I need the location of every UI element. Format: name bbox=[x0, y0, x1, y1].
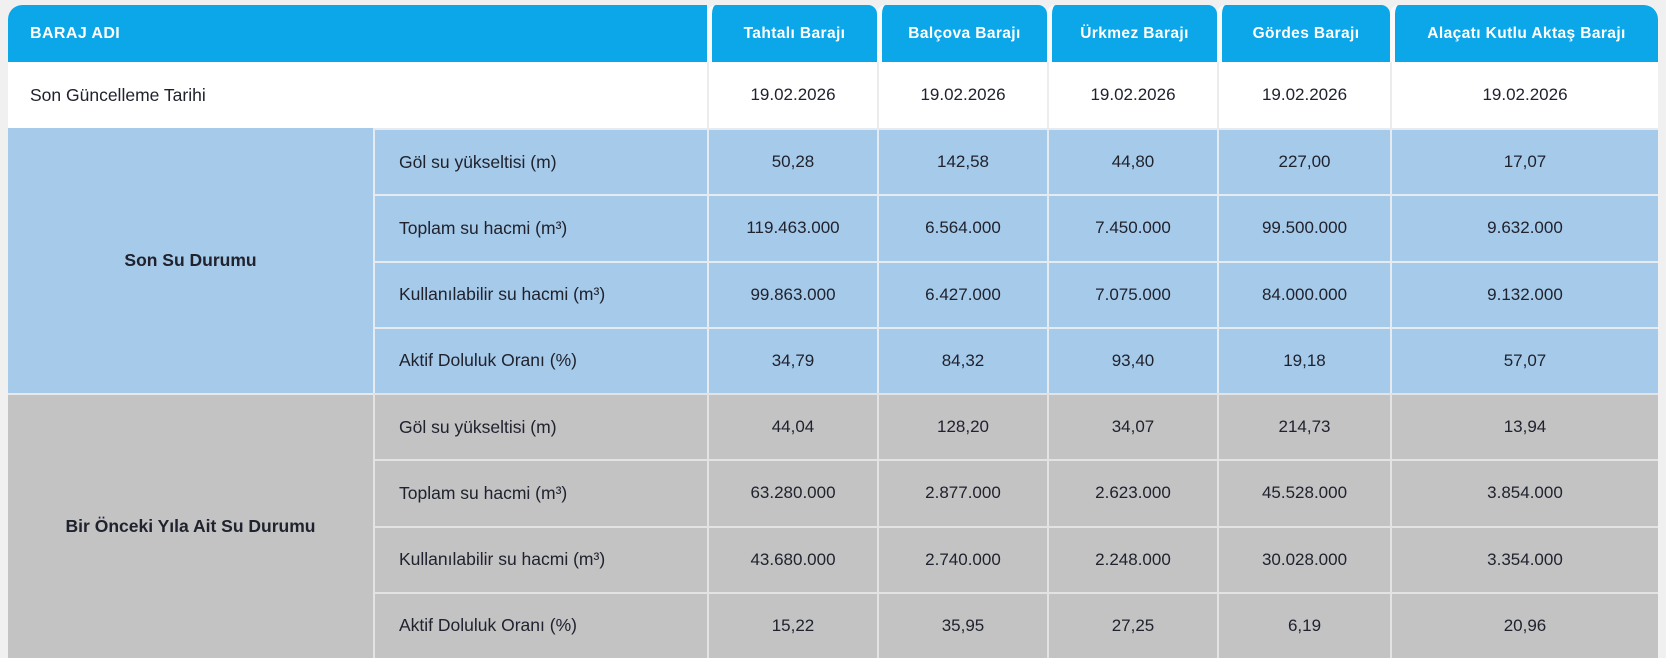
dam-status-table: BARAJ ADI Tahtalı Barajı Balçova Barajı … bbox=[8, 5, 1658, 658]
value-cell: 50,28 bbox=[707, 128, 877, 195]
update-date-label: Son Güncelleme Tarihi bbox=[8, 62, 707, 128]
metric-label: Toplam su hacmi (m³) bbox=[373, 459, 707, 526]
value-cell: 7.450.000 bbox=[1047, 194, 1217, 261]
metric-label: Göl su yükseltisi (m) bbox=[373, 128, 707, 195]
column-header-tahtali: Tahtalı Barajı bbox=[707, 5, 877, 62]
column-header-balcova: Balçova Barajı bbox=[877, 5, 1047, 62]
value-cell: 2.623.000 bbox=[1047, 459, 1217, 526]
value-cell: 227,00 bbox=[1217, 128, 1390, 195]
value-cell: 35,95 bbox=[877, 591, 1047, 658]
value-cell: 7.075.000 bbox=[1047, 260, 1217, 327]
table-header-baraj-adi: BARAJ ADI bbox=[8, 5, 707, 62]
section-label-son-su-durumu: Son Su Durumu bbox=[8, 128, 373, 393]
value-cell: 6.427.000 bbox=[877, 260, 1047, 327]
value-cell: 93,40 bbox=[1047, 326, 1217, 393]
value-cell: 2.740.000 bbox=[877, 525, 1047, 592]
update-date-cell: 19.02.2026 bbox=[707, 62, 877, 128]
update-date-cell: 19.02.2026 bbox=[1390, 62, 1658, 128]
value-cell: 9.132.000 bbox=[1390, 260, 1658, 327]
value-cell: 27,25 bbox=[1047, 591, 1217, 658]
value-cell: 9.632.000 bbox=[1390, 194, 1658, 261]
value-cell: 57,07 bbox=[1390, 326, 1658, 393]
value-cell: 84.000.000 bbox=[1217, 260, 1390, 327]
value-cell: 6.564.000 bbox=[877, 194, 1047, 261]
metric-label: Aktif Doluluk Oranı (%) bbox=[373, 591, 707, 658]
value-cell: 45.528.000 bbox=[1217, 459, 1390, 526]
value-cell: 99.500.000 bbox=[1217, 194, 1390, 261]
value-cell: 30.028.000 bbox=[1217, 525, 1390, 592]
value-cell: 6,19 bbox=[1217, 591, 1390, 658]
update-date-cell: 19.02.2026 bbox=[1217, 62, 1390, 128]
value-cell: 119.463.000 bbox=[707, 194, 877, 261]
column-header-alacati: Alaçatı Kutlu Aktaş Barajı bbox=[1390, 5, 1658, 62]
value-cell: 19,18 bbox=[1217, 326, 1390, 393]
value-cell: 3.854.000 bbox=[1390, 459, 1658, 526]
update-date-cell: 19.02.2026 bbox=[877, 62, 1047, 128]
value-cell: 44,80 bbox=[1047, 128, 1217, 195]
value-cell: 15,22 bbox=[707, 591, 877, 658]
value-cell: 2.877.000 bbox=[877, 459, 1047, 526]
metric-label: Kullanılabilir su hacmi (m³) bbox=[373, 525, 707, 592]
value-cell: 34,79 bbox=[707, 326, 877, 393]
update-date-cell: 19.02.2026 bbox=[1047, 62, 1217, 128]
column-header-gordes: Gördes Barajı bbox=[1217, 5, 1390, 62]
value-cell: 84,32 bbox=[877, 326, 1047, 393]
value-cell: 17,07 bbox=[1390, 128, 1658, 195]
metric-label: Toplam su hacmi (m³) bbox=[373, 194, 707, 261]
value-cell: 13,94 bbox=[1390, 393, 1658, 460]
value-cell: 34,07 bbox=[1047, 393, 1217, 460]
metric-label: Aktif Doluluk Oranı (%) bbox=[373, 326, 707, 393]
metric-label: Göl su yükseltisi (m) bbox=[373, 393, 707, 460]
value-cell: 2.248.000 bbox=[1047, 525, 1217, 592]
value-cell: 43.680.000 bbox=[707, 525, 877, 592]
value-cell: 3.354.000 bbox=[1390, 525, 1658, 592]
value-cell: 44,04 bbox=[707, 393, 877, 460]
value-cell: 128,20 bbox=[877, 393, 1047, 460]
value-cell: 99.863.000 bbox=[707, 260, 877, 327]
metric-label: Kullanılabilir su hacmi (m³) bbox=[373, 260, 707, 327]
section-label-onceki-yil: Bir Önceki Yıla Ait Su Durumu bbox=[8, 393, 373, 658]
value-cell: 214,73 bbox=[1217, 393, 1390, 460]
value-cell: 142,58 bbox=[877, 128, 1047, 195]
column-header-urkmez: Ürkmez Barajı bbox=[1047, 5, 1217, 62]
value-cell: 63.280.000 bbox=[707, 459, 877, 526]
value-cell: 20,96 bbox=[1390, 591, 1658, 658]
